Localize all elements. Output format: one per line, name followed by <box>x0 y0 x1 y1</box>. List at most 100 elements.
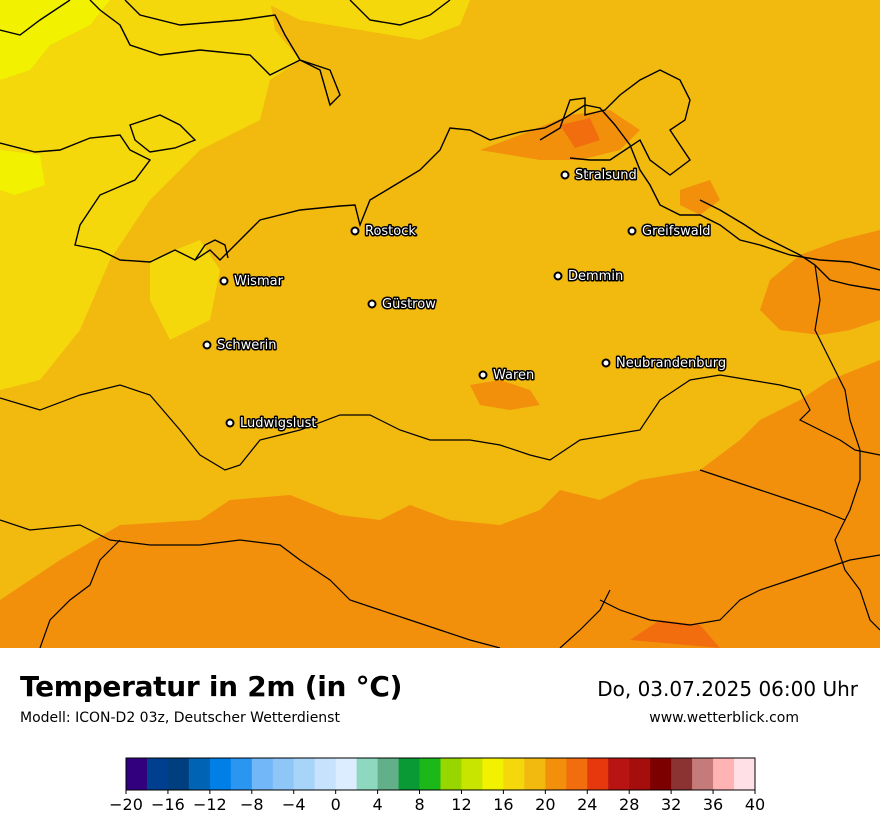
colorbar-tick-label: 0 <box>331 795 341 814</box>
colorbar-swatch <box>335 758 358 790</box>
colorbar-tick-label: −12 <box>193 795 227 814</box>
colorbar-tick-label: −8 <box>240 795 264 814</box>
city-marker: Wismar <box>219 273 285 291</box>
city-label: Wismar <box>234 274 284 289</box>
city-markers: Stralsund Rostock Greifswald Wismar Demmin Gü… <box>202 167 728 433</box>
colorbar-swatch <box>293 758 316 790</box>
city-marker: Schwerin <box>202 337 278 355</box>
colorbar-swatch <box>566 758 588 790</box>
colorbar-swatch <box>419 758 441 790</box>
coastline-denmark <box>89 0 341 107</box>
colorbar-swatch <box>251 758 274 790</box>
colorbar-border <box>125 757 756 791</box>
colorbar-tick-label: 20 <box>535 795 555 814</box>
city-label: Greifswald <box>642 224 711 239</box>
colorbar-swatch <box>650 758 672 790</box>
colorbar-swatch <box>377 758 400 790</box>
colorbar-swatch <box>146 758 169 790</box>
colorbar-tick-label: −4 <box>282 795 306 814</box>
city-dot <box>601 358 611 368</box>
coastline-fehmarn <box>129 114 197 153</box>
zone-20-22-east <box>760 230 880 335</box>
colorbar-swatch <box>209 758 232 790</box>
city-dot <box>627 226 637 236</box>
zone-22-24-b <box>560 118 600 148</box>
zone-20-22-greifswald <box>680 180 720 215</box>
border-state-south <box>0 519 501 648</box>
zone-20-22-waren <box>470 380 540 410</box>
colorbar-swatch <box>692 758 714 790</box>
colorbar-swatch <box>587 758 609 790</box>
zone-16-18-c <box>260 0 470 40</box>
zone-16-18-d <box>150 240 220 340</box>
colorbar-tick-label: 40 <box>745 795 765 814</box>
zone-16-18 <box>0 0 300 390</box>
coastline-wismar-bay <box>194 239 229 261</box>
colorbar-swatch <box>398 758 421 790</box>
colorbar-swatches <box>125 757 756 791</box>
city-dot <box>350 226 360 236</box>
colorbar-swatch <box>126 758 148 790</box>
borders <box>0 264 880 648</box>
border-poland <box>814 264 880 631</box>
city-dot <box>553 271 563 281</box>
colorbar-swatch <box>629 758 651 790</box>
city-marker: Ludwigslust <box>225 415 318 433</box>
colorbar-swatch <box>167 758 190 790</box>
colorbar-tick-label: 4 <box>373 795 383 814</box>
city-label: Neubrandenburg <box>616 356 726 371</box>
temperature-colorbar: −20 −16 −12 −8 −4 0 4 8 12 16 20 24 28 32 36 40 <box>109 757 765 814</box>
city-marker: Güstrow <box>367 296 438 314</box>
city-marker: Greifswald <box>627 223 712 241</box>
border-brandenburg <box>699 469 846 521</box>
colorbar-swatch <box>482 758 504 790</box>
colorbar-tick-label: 12 <box>451 795 471 814</box>
coastline-usedom <box>699 199 880 291</box>
city-label: Rostock <box>365 224 416 239</box>
colorbar-swatch <box>671 758 693 790</box>
temperature-map: Stralsund Rostock Greifswald Wismar Demmin Gü… <box>0 0 880 648</box>
coastline-island-north <box>349 0 451 26</box>
city-label: Güstrow <box>382 297 436 312</box>
colorbar-swatch <box>713 758 735 790</box>
colorbar-tick-label: 16 <box>493 795 513 814</box>
coastlines <box>0 0 880 291</box>
colorbar-tick-label: −16 <box>151 795 185 814</box>
colorbar-tick-label: −20 <box>109 795 143 814</box>
colorbar-ticks: −20 −16 −12 −8 −4 0 4 8 12 16 20 24 28 32 36 40 <box>109 790 765 814</box>
colorbar-swatch <box>734 758 756 790</box>
colorbar-swatch <box>314 758 337 790</box>
border-southwest <box>39 539 121 648</box>
forecast-datetime: Do, 03.07.2025 06:00 Uhr <box>597 677 858 701</box>
city-marker: Waren <box>478 367 536 385</box>
colorbar-swatch <box>272 758 295 790</box>
border-southeast <box>599 554 880 626</box>
city-label: Schwerin <box>217 338 276 353</box>
coastline-northwest <box>0 0 71 36</box>
city-marker: Demmin <box>553 268 625 286</box>
city-label: Demmin <box>568 269 623 284</box>
city-dot <box>202 340 212 350</box>
border-south-center <box>559 589 611 648</box>
city-dot <box>225 418 235 428</box>
colorbar-swatch <box>230 758 253 790</box>
city-label: Ludwigslust <box>240 416 317 431</box>
website-link[interactable]: www.wetterblick.com <box>649 710 799 726</box>
colorbar-tick-label: 36 <box>703 795 723 814</box>
zone-22-24 <box>630 620 720 648</box>
zone-14-16-b <box>0 150 45 195</box>
model-subtitle: Modell: ICON-D2 03z, Deutscher Wetterdie… <box>20 710 340 726</box>
colorbar-swatch <box>461 758 483 790</box>
border-state-west <box>0 374 880 471</box>
colorbar-tick-label: 32 <box>661 795 681 814</box>
colorbar-swatch <box>503 758 525 790</box>
zone-20-22-south <box>0 360 880 648</box>
colorbar-swatch <box>524 758 546 790</box>
coastline-mainland <box>0 104 880 271</box>
city-dot <box>478 370 488 380</box>
city-dot <box>560 170 570 180</box>
city-dot <box>219 276 229 286</box>
colorbar-tick-label: 28 <box>619 795 639 814</box>
city-marker: Rostock <box>350 223 418 241</box>
city-label: Waren <box>493 368 534 383</box>
